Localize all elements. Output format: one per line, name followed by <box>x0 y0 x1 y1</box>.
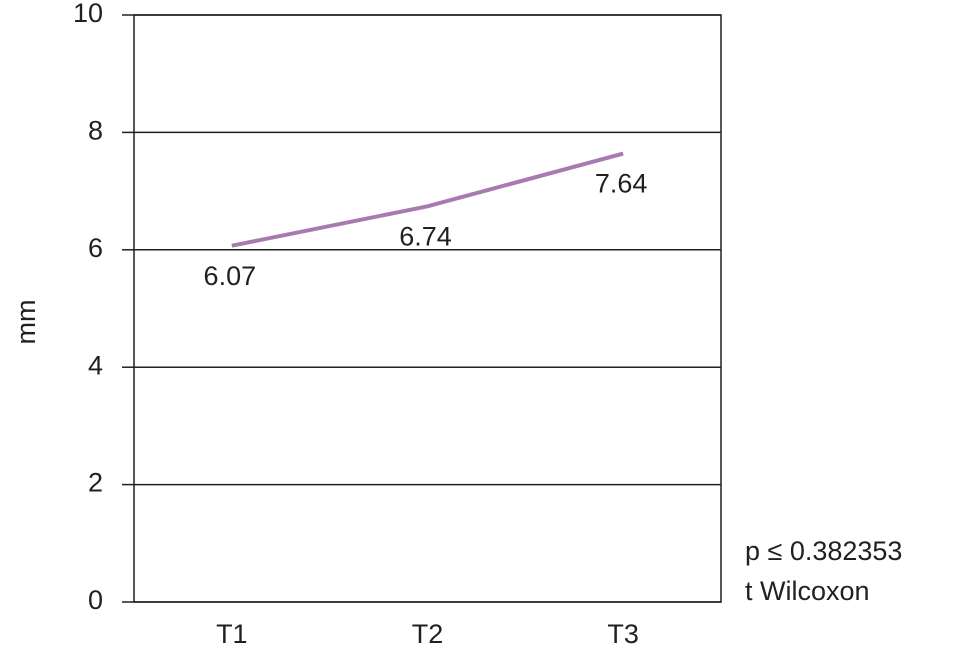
x-tick-label: T3 <box>607 619 639 648</box>
y-tick-label: 6 <box>88 233 103 263</box>
y-tick-label: 0 <box>88 585 103 615</box>
x-tick-label: T1 <box>216 619 248 648</box>
y-axis-label: mm <box>11 300 41 345</box>
annotation: p ≤ 0.382353 <box>745 536 902 566</box>
data-label: 6.07 <box>204 261 257 291</box>
data-label: 6.74 <box>399 221 452 251</box>
data-line <box>231 151 624 248</box>
annotation: t Wilcoxon <box>745 576 870 606</box>
y-tick-label: 8 <box>88 116 103 146</box>
x-tick-label: T2 <box>412 619 444 648</box>
plot-frame <box>133 14 722 603</box>
y-tick-label: 2 <box>88 468 103 498</box>
y-tick-label: 4 <box>88 350 103 380</box>
y-tick-label: 10 <box>73 0 103 28</box>
data-label: 7.64 <box>595 169 648 199</box>
